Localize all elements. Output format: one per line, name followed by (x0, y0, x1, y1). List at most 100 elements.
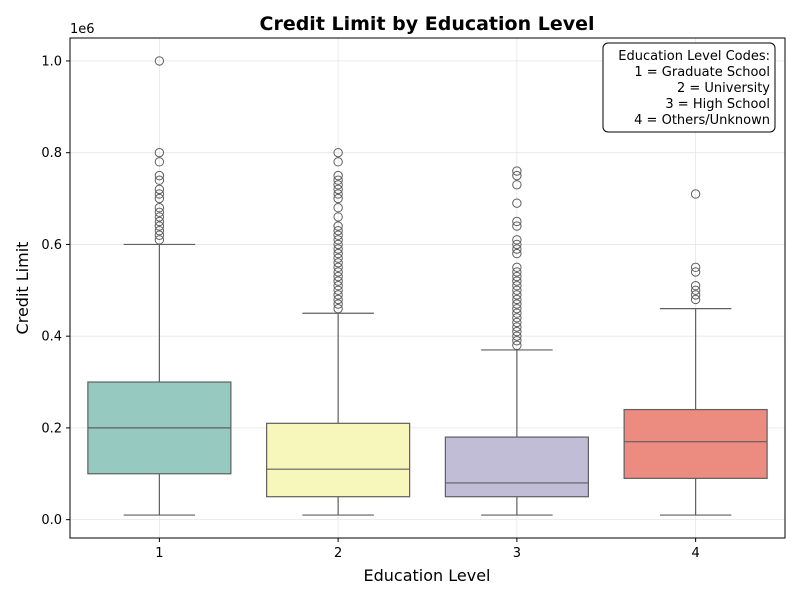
outlier-point (333, 225, 343, 236)
legend-title: Education Level Codes: (618, 49, 770, 64)
outlier-point (333, 267, 343, 277)
outlier-point (333, 175, 343, 185)
outlier-point (333, 203, 343, 213)
outlier-point (512, 281, 522, 291)
x-axis-label: Education Level (364, 566, 491, 585)
legend-entry-1: 1 = Graduate School (634, 65, 770, 80)
plot-frame (69, 37, 786, 539)
outlier-point (512, 239, 522, 250)
legend: Education Level Codes: 1 = Graduate Scho… (602, 42, 776, 133)
outlier-point (512, 216, 522, 227)
box-layer (87, 56, 768, 516)
outlier-point (333, 147, 343, 158)
outlier-point (333, 281, 343, 291)
iqr-box (266, 422, 411, 498)
outlier-point (333, 303, 343, 314)
outlier-point (512, 198, 522, 208)
outlier-point (333, 221, 343, 231)
box-group-4 (623, 189, 768, 516)
outlier-point (690, 285, 701, 295)
outlier-point (154, 221, 165, 231)
outlier-point (512, 180, 522, 190)
box-group-2 (266, 147, 411, 516)
outlier-point (333, 180, 343, 190)
outlier-point (333, 244, 343, 254)
box-group-3 (444, 166, 589, 516)
outlier-point (512, 276, 522, 286)
y-tick-label: 0.6 (41, 238, 62, 253)
outlier-point (154, 235, 165, 245)
y-tick-label: 0.0 (41, 513, 62, 528)
outlier-point (512, 303, 522, 314)
legend-entry-3: 3 = High School (665, 97, 770, 112)
box-group-1 (87, 56, 232, 516)
outlier-point (512, 244, 522, 254)
outlier-point (512, 221, 522, 231)
x-tick-label: 2 (334, 546, 342, 561)
y-tick-label: 0.4 (41, 330, 62, 345)
outlier-point (333, 253, 343, 263)
outlier-point (154, 207, 165, 218)
outlier-point (512, 285, 522, 295)
legend-box (602, 42, 776, 133)
outlier-point (333, 276, 343, 286)
outlier-point (512, 308, 522, 318)
x-tick-label: 1 (155, 546, 163, 561)
outlier-point (512, 317, 522, 328)
outlier-point (154, 212, 165, 222)
outlier-point (690, 294, 701, 305)
outlier-point (512, 294, 522, 305)
y-axis-label: Credit Limit (13, 242, 32, 335)
outlier-point (512, 326, 522, 337)
outlier-point (333, 290, 343, 300)
outlier-point (333, 258, 343, 268)
outlier-point (690, 290, 701, 300)
iqr-box (444, 436, 589, 498)
outlier-point (333, 285, 343, 295)
outlier-point (512, 322, 522, 332)
outlier-point (154, 225, 165, 236)
outlier-point (333, 189, 343, 199)
outlier-point (154, 147, 165, 158)
outlier-point (512, 313, 522, 323)
outlier-point (333, 212, 343, 222)
outlier-point (512, 235, 522, 245)
outlier-point (333, 239, 343, 250)
outlier-point (333, 230, 343, 240)
outlier-point (512, 166, 522, 176)
outlier-point (333, 157, 343, 167)
x-tick-label: 3 (513, 546, 521, 561)
outlier-point (512, 170, 522, 181)
outlier-point (154, 157, 165, 167)
outlier-point (154, 56, 165, 66)
outlier-point (154, 203, 165, 213)
y-tick-label: 0.2 (41, 421, 62, 436)
outlier-point (333, 294, 343, 305)
outlier-point (154, 184, 165, 195)
outlier-point (512, 290, 522, 300)
outlier-point (690, 281, 701, 291)
outlier-point (333, 193, 343, 204)
outlier-point (154, 230, 165, 240)
outlier-point (512, 340, 522, 351)
y-tick-label: 1.0 (41, 54, 62, 69)
outlier-point (333, 248, 343, 259)
outlier-point (512, 271, 522, 282)
outlier-point (154, 189, 165, 199)
axis-layer: 0.0 0.2 0.4 0.6 0.8 1.0 1 2 3 4 (41, 54, 699, 561)
outlier-point (690, 262, 701, 273)
outlier-point (333, 271, 343, 282)
outlier-point (512, 248, 522, 259)
outlier-point (154, 216, 165, 227)
y-scale-label: 1e6 (70, 22, 95, 37)
outlier-point (333, 235, 343, 245)
chart-title: Credit Limit by Education Level (260, 13, 595, 35)
outlier-point (512, 262, 522, 273)
outlier-point (512, 331, 522, 341)
outlier-point (690, 189, 701, 199)
x-tick-label: 4 (691, 546, 699, 561)
outlier-point (333, 299, 343, 309)
outlier-point (154, 170, 165, 181)
outlier-point (154, 193, 165, 204)
y-tick-label: 0.8 (41, 146, 62, 161)
